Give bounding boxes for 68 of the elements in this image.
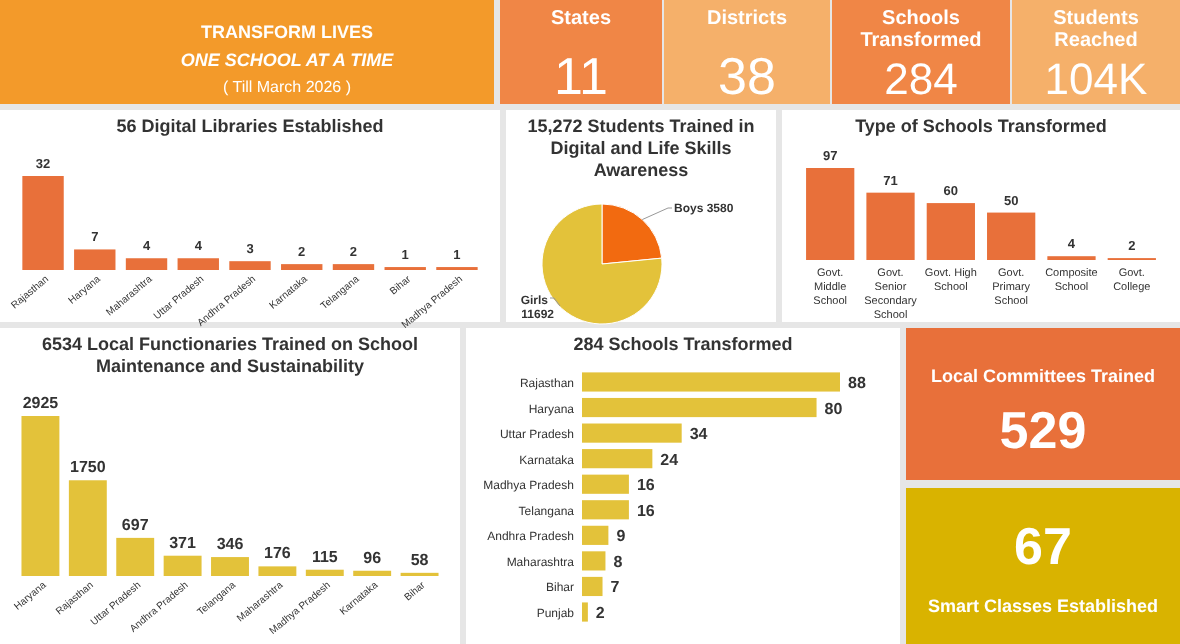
bar [22,176,64,270]
bar [125,258,168,270]
bar [177,258,219,270]
bar [582,397,817,418]
data-label: 7 [610,578,621,597]
data-label: 16 [636,501,656,520]
bar [582,449,653,469]
bar [211,557,249,576]
bar [68,480,107,576]
chart-title: 56 Digital Libraries Established [116,116,384,136]
bar [229,261,271,270]
bar [582,423,682,443]
bar [74,249,116,270]
bar [582,551,606,571]
bar [806,168,855,260]
bar [582,602,588,622]
text: Smart Classes Established [927,596,1159,616]
chart-title: 6534 Local Functionaries Trained on School Maintenance and Sustainability [41,334,419,376]
data-label: 58 [410,550,430,569]
text: 529 [999,400,1087,460]
text: 11 [554,46,608,106]
data-label: 697 [121,515,150,534]
bar [866,192,915,260]
bar [582,474,629,494]
bar [582,576,603,597]
data-label: 80 [824,399,844,418]
data-label: 16 [636,476,656,495]
bar [987,212,1036,260]
text: 67 [1014,516,1072,576]
text: ONE SCHOOL AT A TIME [180,50,396,70]
text: Local Committees Trained [930,366,1156,386]
data-label: 2 [595,604,606,623]
data-label: 1750 [70,458,107,477]
data-label: 34 [689,425,709,444]
text: 284 [884,54,958,104]
text: Students Reached [1053,8,1140,52]
data-label: 24 [660,450,680,469]
data-label: 8 [613,552,624,571]
chart-title: 284 Schools Transformed [573,334,793,354]
bar [582,372,840,392]
chart-title: 15,272 Students Trained in Digital and Life Skills Awareness [527,116,755,180]
data-label: 371 [169,533,198,552]
text: ( Till March 2026 ) [222,78,352,96]
text: Districts [706,8,788,30]
chart-title: Type of Schools Transformed [855,116,1107,136]
text: States [550,8,612,30]
bar [582,525,609,545]
bar [926,203,975,260]
data-label: 176 [264,544,292,563]
bar [163,555,202,576]
bar [21,416,60,576]
bar [116,537,155,576]
data-label: 2925 [22,394,60,412]
text: TRANSFORM LIVES [200,22,374,42]
text: Schools Transformed [860,8,982,52]
data-label: 88 [848,373,867,392]
data-label: 9 [616,527,627,546]
bar [582,500,629,520]
data-label: 115 [311,547,339,566]
text: 104K [1044,54,1149,104]
text: 38 [718,46,776,106]
bar [258,566,297,576]
bar [305,569,344,576]
data-label: 346 [216,535,245,554]
data-label: 96 [363,548,383,567]
bar [353,570,392,576]
bar [281,264,323,270]
bar [332,264,375,270]
